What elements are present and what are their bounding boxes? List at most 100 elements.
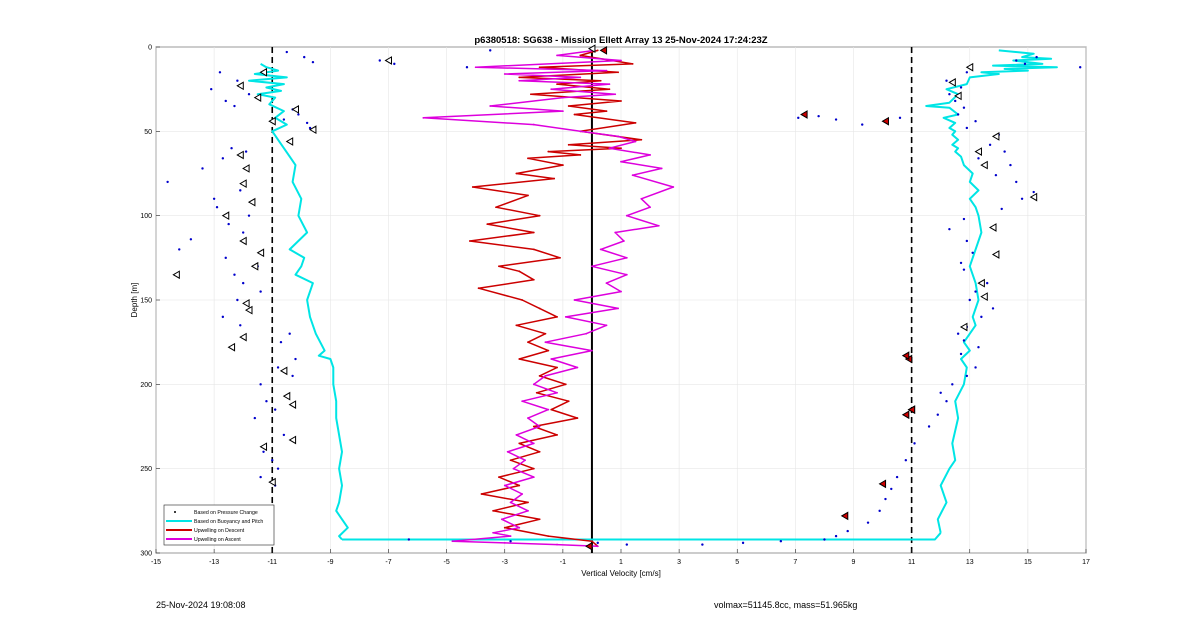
hollow-triangle-marker xyxy=(959,322,968,332)
upwelling-on-ascentline-point xyxy=(605,324,608,327)
upwelling-on-descentline-point xyxy=(471,186,474,188)
upwelling-on-ascentline-point xyxy=(532,442,535,445)
hollow-triangle-marker xyxy=(236,150,244,160)
upwelling-on-ascentline-point xyxy=(521,493,524,495)
pressure-change-point xyxy=(817,114,820,118)
upwelling-on-descentline-point xyxy=(620,147,622,150)
hollow-triangle-marker xyxy=(954,91,962,101)
pressure-change-point xyxy=(239,324,242,327)
x-tick-label: 17 xyxy=(1082,559,1090,566)
pressure-change-point xyxy=(974,290,977,293)
pressure-change-point xyxy=(951,383,954,386)
pressure-change-point xyxy=(297,113,300,116)
hollow-triangle-marker xyxy=(239,332,247,342)
legend-label-pressure: Based on Pressure Change xyxy=(194,510,258,516)
pressure-change-point xyxy=(948,227,951,231)
upwelling-on-ascentline-point xyxy=(474,66,477,69)
pressure-change-point xyxy=(971,251,974,254)
pressure-change-point xyxy=(393,62,396,66)
upwelling-on-descentline-point xyxy=(617,71,619,74)
pressure-change-point xyxy=(241,231,245,234)
pressure-change-point xyxy=(741,541,745,545)
hollow-triangle-marker xyxy=(974,147,982,156)
x-tick-label: 1 xyxy=(619,559,623,566)
pressure-change-point xyxy=(233,273,236,276)
upwelling-on-ascentline-point xyxy=(506,450,509,453)
upwelling-on-descentline-point xyxy=(538,375,541,377)
upwelling-on-descentline-point xyxy=(556,83,558,86)
upwelling-on-ascentline-point xyxy=(518,526,521,529)
x-tick-label: 7 xyxy=(793,559,797,566)
pressure-change-point xyxy=(273,408,277,411)
hollow-triangle-marker xyxy=(247,197,256,207)
pressure-change-point xyxy=(282,433,286,437)
hollow-triangle-marker xyxy=(259,442,268,452)
upwelling-on-ascentline-point xyxy=(625,214,628,217)
upwelling-on-descentline-point xyxy=(567,143,570,146)
hollow-triangle-marker xyxy=(965,62,974,72)
y-tick-label: 200 xyxy=(140,382,152,389)
pressure-change-point xyxy=(1078,66,1082,69)
hollow-triangle-marker xyxy=(239,179,247,188)
upwelling-on-descentline-point xyxy=(492,509,495,512)
legend-label-descent: Upwelling on Descent xyxy=(194,528,245,534)
upwelling-on-ascentline-point xyxy=(620,290,622,293)
upwelling-on-descentline-point xyxy=(468,240,471,242)
upwelling-on-descentline-point xyxy=(515,172,518,175)
filled-triangle-marker xyxy=(901,410,910,420)
pressure-change-point xyxy=(1023,62,1027,66)
hollow-triangle-marker xyxy=(279,366,288,376)
marker-layer xyxy=(172,44,1038,551)
upwelling-on-descentline-point xyxy=(556,434,558,436)
pressure-change-point xyxy=(224,256,227,260)
upwelling-on-ascentline-point xyxy=(579,76,582,79)
upwelling-on-ascentline-point xyxy=(451,540,454,543)
hollow-triangle-marker xyxy=(242,164,250,173)
pressure-change-point xyxy=(489,49,492,52)
upwelling-on-descentline-point xyxy=(567,400,570,403)
y-tick-label: 150 xyxy=(140,298,152,305)
footer-vehicle-info: volmax=51145.8cc, mass=51.965kg xyxy=(714,600,858,610)
upwelling-on-descentline-point xyxy=(527,194,529,197)
pressure-change-point xyxy=(259,475,262,479)
upwelling-on-ascentline-point xyxy=(614,93,617,96)
upwelling-on-descentline-point xyxy=(547,535,550,538)
x-tick-label: 3 xyxy=(677,559,681,566)
pressure-change-point xyxy=(221,315,225,319)
pressure-change-point xyxy=(884,497,887,501)
y-tick-label: 300 xyxy=(140,551,152,558)
filled-triangle-marker xyxy=(840,511,849,521)
upwelling-on-descentline-point xyxy=(567,105,570,107)
x-tick-label: -3 xyxy=(502,559,508,566)
pressure-change-point xyxy=(224,99,227,103)
upwelling-on-ascentline-point xyxy=(576,366,579,369)
upwelling-on-descentline-point xyxy=(605,110,608,112)
upwelling-on-ascentline-point xyxy=(672,186,675,188)
pressure-change-point xyxy=(509,539,512,543)
pressure-change-point xyxy=(241,281,245,285)
pressure-change-point xyxy=(890,487,893,491)
pressure-change-point xyxy=(974,120,977,123)
upwelling-on-ascentline-point xyxy=(605,69,608,72)
pressure-change-point xyxy=(247,214,251,217)
pressure-change-point xyxy=(308,126,312,130)
upwelling-on-ascentline-point xyxy=(515,434,518,436)
pressure-change-point xyxy=(962,339,966,342)
upwelling-on-descentline-point xyxy=(515,324,518,327)
pressure-change-point xyxy=(945,400,948,403)
hollow-triangle-marker xyxy=(980,160,988,170)
legend: Based on Pressure Change Based on Buoyan… xyxy=(163,504,275,546)
upwelling-on-ascentline-point xyxy=(556,543,558,546)
upwelling-on-descentline-point xyxy=(573,113,576,116)
pressure-change-point xyxy=(846,529,849,533)
upwelling-on-ascentline-point xyxy=(620,59,622,62)
y-axis-label: Depth [m] xyxy=(130,283,139,318)
pressure-change-point xyxy=(265,400,268,403)
upwelling-on-descentline-point xyxy=(498,265,500,268)
hollow-triangle-marker xyxy=(288,435,297,445)
based-on-buoyancy-and-pitchline xyxy=(248,63,349,541)
upwelling-on-descentline-point xyxy=(547,150,550,153)
pressure-change-point xyxy=(282,118,286,121)
hollow-triangle-marker xyxy=(253,93,262,102)
